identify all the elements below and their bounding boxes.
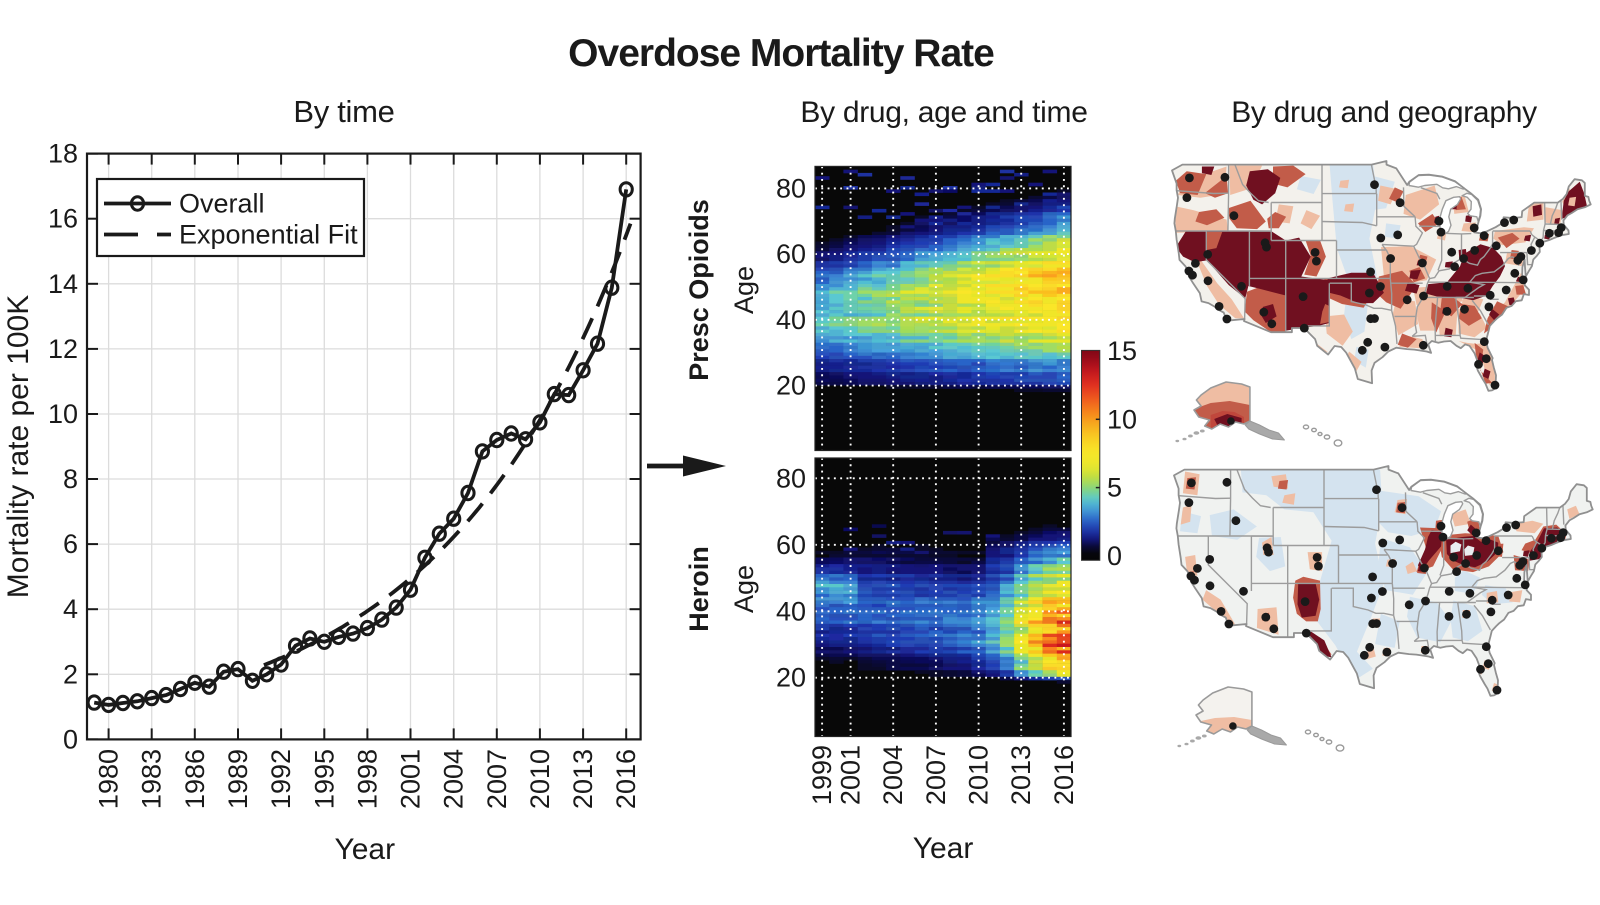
svg-text:Overall: Overall bbox=[179, 189, 265, 219]
svg-text:60: 60 bbox=[776, 239, 806, 269]
svg-text:1999: 1999 bbox=[807, 745, 837, 805]
svg-text:20: 20 bbox=[776, 663, 806, 693]
svg-text:2010: 2010 bbox=[964, 745, 994, 805]
svg-text:Age: Age bbox=[729, 266, 759, 314]
svg-text:1992: 1992 bbox=[266, 749, 296, 809]
svg-text:12: 12 bbox=[48, 334, 78, 364]
svg-text:2: 2 bbox=[63, 659, 78, 689]
svg-text:2001: 2001 bbox=[836, 745, 866, 805]
svg-text:1983: 1983 bbox=[137, 749, 167, 809]
svg-text:2013: 2013 bbox=[568, 749, 598, 809]
svg-text:4: 4 bbox=[63, 594, 78, 624]
svg-text:5: 5 bbox=[1107, 473, 1122, 503]
svg-text:2007: 2007 bbox=[482, 749, 512, 809]
svg-text:40: 40 bbox=[776, 305, 806, 335]
svg-text:1986: 1986 bbox=[180, 749, 210, 809]
svg-text:Exponential Fit: Exponential Fit bbox=[179, 220, 358, 250]
svg-text:10: 10 bbox=[48, 399, 78, 429]
svg-text:14: 14 bbox=[48, 269, 78, 299]
svg-text:15: 15 bbox=[1107, 336, 1137, 366]
svg-text:1989: 1989 bbox=[223, 749, 253, 809]
svg-text:16: 16 bbox=[48, 204, 78, 234]
svg-text:6: 6 bbox=[63, 529, 78, 559]
svg-text:2010: 2010 bbox=[525, 749, 555, 809]
svg-text:20: 20 bbox=[776, 371, 806, 401]
svg-text:0: 0 bbox=[1107, 541, 1122, 571]
svg-text:60: 60 bbox=[776, 530, 806, 560]
svg-text:Year: Year bbox=[334, 833, 395, 866]
svg-text:10: 10 bbox=[1107, 404, 1137, 434]
svg-text:Presc Opioids: Presc Opioids bbox=[684, 199, 714, 381]
svg-text:0: 0 bbox=[63, 724, 78, 754]
svg-text:1995: 1995 bbox=[309, 749, 339, 809]
svg-text:2004: 2004 bbox=[878, 745, 908, 805]
svg-text:Heroin: Heroin bbox=[684, 546, 714, 632]
svg-text:1998: 1998 bbox=[352, 749, 382, 809]
svg-text:2016: 2016 bbox=[611, 749, 641, 809]
svg-text:Year: Year bbox=[913, 832, 974, 865]
svg-text:18: 18 bbox=[48, 139, 78, 169]
svg-text:2016: 2016 bbox=[1049, 745, 1079, 805]
svg-text:80: 80 bbox=[776, 173, 806, 203]
svg-text:1980: 1980 bbox=[94, 749, 124, 809]
svg-text:80: 80 bbox=[776, 463, 806, 493]
svg-text:8: 8 bbox=[63, 464, 78, 494]
svg-text:Overdose Mortality Rate: Overdose Mortality Rate bbox=[568, 32, 994, 75]
svg-text:By drug, age and time: By drug, age and time bbox=[800, 96, 1087, 129]
svg-text:By drug and geography: By drug and geography bbox=[1231, 96, 1537, 129]
svg-text:2007: 2007 bbox=[921, 745, 951, 805]
svg-text:Age: Age bbox=[729, 565, 759, 613]
svg-text:Mortality rate per 100K: Mortality rate per 100K bbox=[2, 295, 35, 598]
svg-text:2001: 2001 bbox=[396, 749, 426, 809]
svg-text:2013: 2013 bbox=[1006, 745, 1036, 805]
svg-text:2004: 2004 bbox=[439, 749, 469, 809]
svg-text:40: 40 bbox=[776, 596, 806, 626]
svg-text:By time: By time bbox=[293, 94, 394, 129]
